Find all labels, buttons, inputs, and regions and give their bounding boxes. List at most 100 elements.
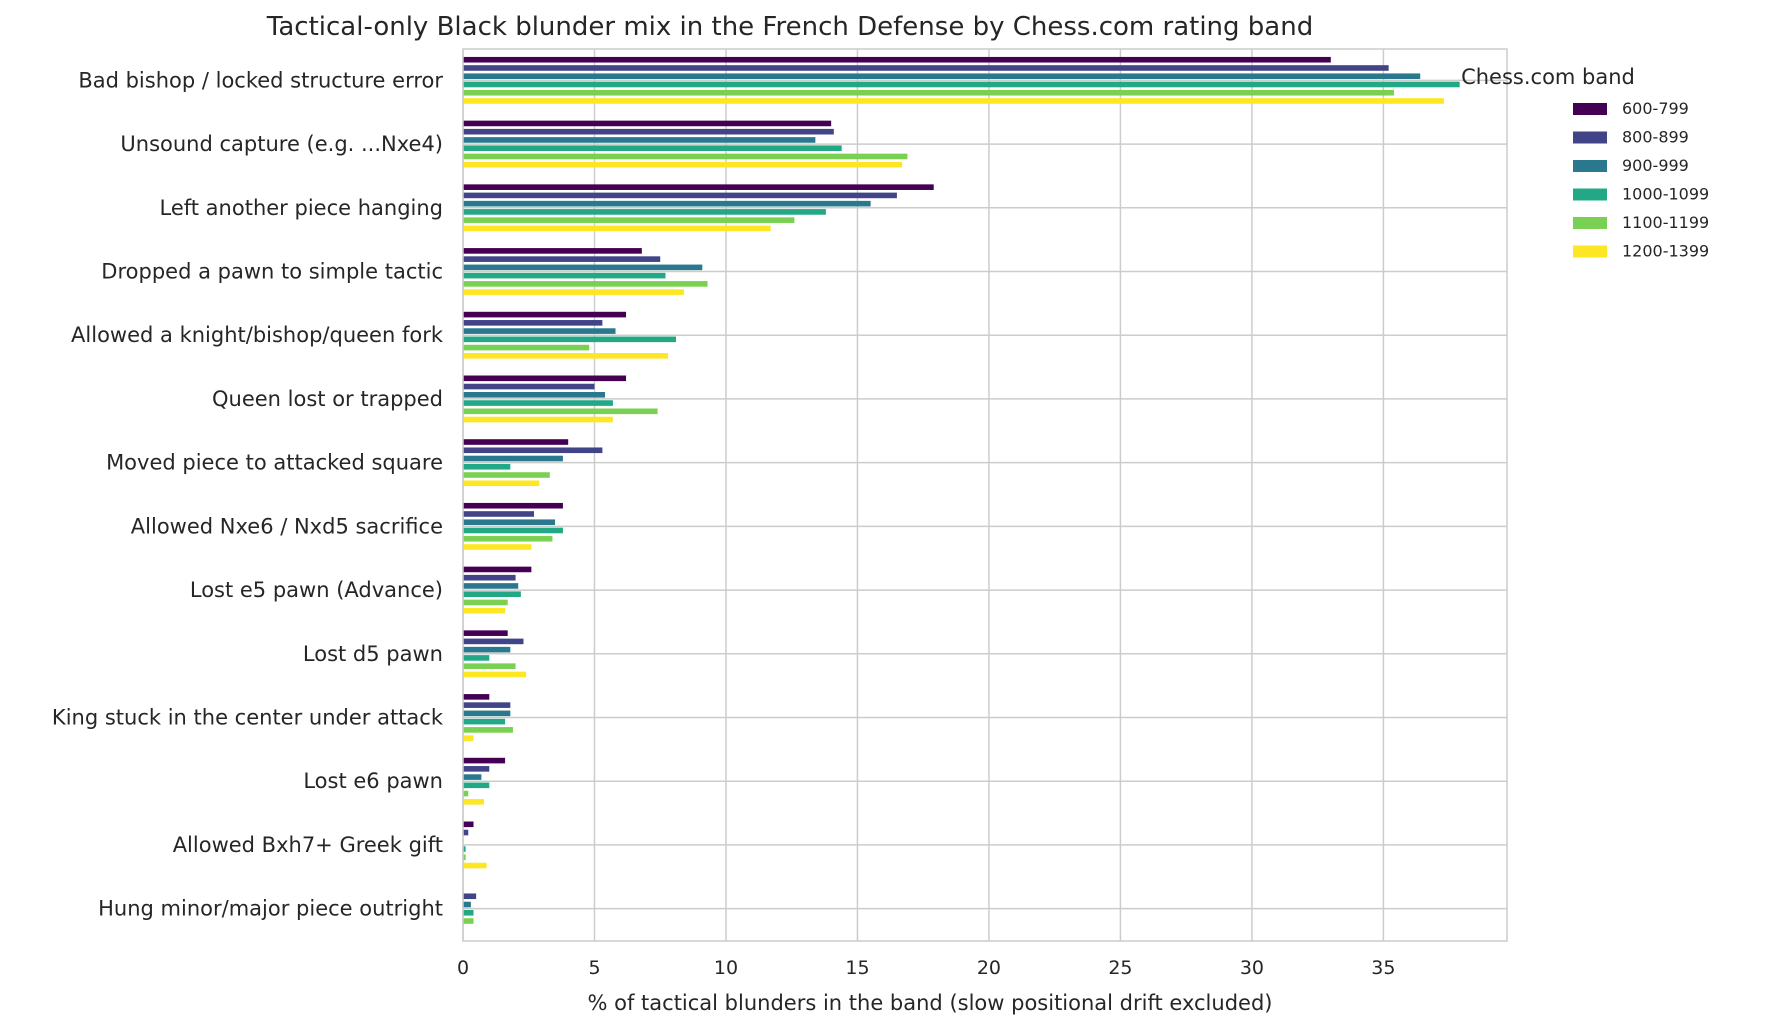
category-label: Hung minor/major piece outright xyxy=(98,897,443,921)
bar xyxy=(463,289,684,295)
x-tick-label: 30 xyxy=(1240,957,1264,979)
legend-swatch xyxy=(1573,103,1607,115)
bar xyxy=(463,89,1394,96)
category-label: Allowed a knight/bishop/queen fork xyxy=(71,323,444,347)
bar xyxy=(463,375,627,382)
bar xyxy=(463,311,627,318)
bar xyxy=(463,702,511,708)
bar xyxy=(463,519,556,526)
legend-swatch xyxy=(1573,160,1607,172)
bar xyxy=(463,56,1331,63)
bar xyxy=(463,472,550,478)
category-label: Moved piece to attacked square xyxy=(106,451,443,475)
bar xyxy=(463,272,666,279)
bar xyxy=(463,909,474,916)
bar xyxy=(463,735,474,741)
bar xyxy=(463,846,466,852)
x-tick-label: 20 xyxy=(977,957,1001,979)
x-axis-ticks: 0 5 10 15 20 25 30 35 xyxy=(457,957,1396,979)
bar xyxy=(463,161,903,168)
bar xyxy=(463,607,506,614)
legend-label: 1200-1399 xyxy=(1622,242,1709,261)
bar xyxy=(463,353,669,359)
bar xyxy=(463,225,771,232)
bar xyxy=(463,248,642,254)
category-label: Dropped a pawn to simple tactic xyxy=(101,260,443,284)
category-label: Unsound capture (e.g. ...Nxe4) xyxy=(120,132,443,156)
bar xyxy=(463,646,511,653)
bar xyxy=(463,893,477,900)
bar xyxy=(463,574,516,581)
legend-label: 600-799 xyxy=(1622,99,1689,118)
bar xyxy=(463,854,466,861)
bar xyxy=(463,583,519,589)
bar xyxy=(463,862,487,869)
bar xyxy=(463,790,469,797)
legend-items: 600-799 800-899 900-999 1000-1099 1100-1199 1… xyxy=(1573,99,1709,261)
x-tick-label: 10 xyxy=(714,957,738,979)
bar xyxy=(463,766,490,772)
bar xyxy=(463,757,506,764)
bar xyxy=(463,408,658,415)
bar xyxy=(463,591,521,597)
bar xyxy=(463,416,613,423)
plot-frame xyxy=(462,48,1508,942)
category-label: Lost e5 pawn (Advance) xyxy=(190,578,443,602)
category-label: Allowed Bxh7+ Greek gift xyxy=(173,833,443,857)
bar xyxy=(463,901,471,908)
bar xyxy=(463,392,606,398)
bar xyxy=(463,383,595,390)
bar xyxy=(463,328,616,334)
bar xyxy=(463,710,511,717)
x-tick-label: 35 xyxy=(1371,957,1395,979)
x-axis-label: % of tactical blunders in the band (slow… xyxy=(588,991,1273,1015)
bar xyxy=(463,65,1389,71)
bar xyxy=(463,727,513,733)
bar xyxy=(463,630,508,636)
bar xyxy=(463,663,516,669)
bar xyxy=(463,145,842,151)
legend: Chess.com band 600-799 800-899 900-999 1000… xyxy=(1461,65,1709,261)
bar xyxy=(463,511,535,517)
bar xyxy=(463,320,603,326)
category-label: Lost e6 pawn xyxy=(303,769,443,793)
bar xyxy=(463,655,490,661)
bar xyxy=(463,694,490,700)
legend-label: 900-999 xyxy=(1622,156,1689,175)
bar xyxy=(463,200,871,207)
chart-title: Tactical-only Black blunder mix in the F… xyxy=(266,12,1313,42)
legend-swatch xyxy=(1573,245,1607,258)
legend-swatch xyxy=(1573,188,1607,201)
bar xyxy=(463,535,553,542)
bar xyxy=(463,480,540,487)
bar xyxy=(463,192,897,199)
bar xyxy=(463,455,563,462)
bar xyxy=(463,782,490,789)
legend-title: Chess.com band xyxy=(1461,65,1635,89)
bars xyxy=(463,56,1460,924)
bar xyxy=(463,502,563,509)
bar xyxy=(463,447,603,454)
bar xyxy=(463,81,1460,88)
bar xyxy=(463,281,708,287)
bar xyxy=(463,527,563,534)
bar xyxy=(463,98,1444,104)
category-label: Queen lost or trapped xyxy=(212,387,443,411)
category-label: King stuck in the center under attack xyxy=(52,706,444,730)
bar xyxy=(463,137,816,143)
legend-label: 800-899 xyxy=(1622,128,1689,147)
x-tick-label: 25 xyxy=(1108,957,1132,979)
bar xyxy=(463,544,532,550)
bar xyxy=(463,718,506,725)
category-labels: Bad bishop / locked structure error Unsou… xyxy=(52,68,444,920)
bar xyxy=(463,774,482,780)
bar xyxy=(463,73,1421,80)
grid xyxy=(462,49,1507,941)
bar xyxy=(463,184,934,190)
bar xyxy=(463,120,832,127)
bar xyxy=(463,209,826,215)
x-tick-label: 5 xyxy=(588,957,600,979)
bar xyxy=(463,336,677,343)
category-label: Lost d5 pawn xyxy=(303,642,443,666)
